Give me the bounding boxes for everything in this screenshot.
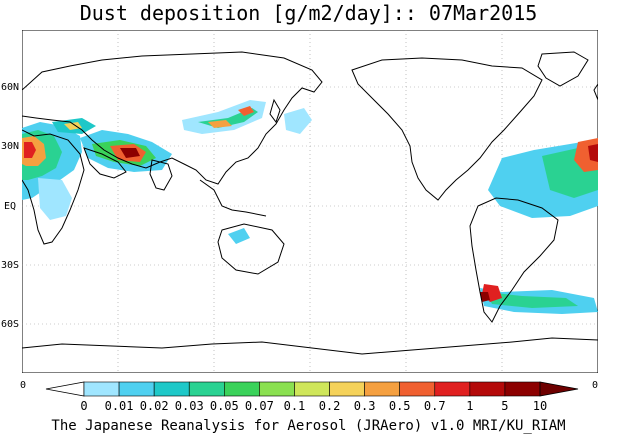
footer-credit: The Japanese Reanalysis for Aerosol (JRA… <box>51 418 566 434</box>
lat-label-30s-text: 30S <box>1 260 20 271</box>
colorbar-box <box>294 381 330 397</box>
coastlines <box>22 51 598 355</box>
colorbar: 0 0 0 0.01 0.02 0.03 0.05 0.07 0.1 0.2 0.3 0.5 0.7… <box>20 380 598 413</box>
colorbar-tick-label: 0.2 <box>319 399 341 413</box>
coast-japan <box>269 98 281 124</box>
colorbar-tick-label: 0.03 <box>175 399 204 413</box>
colorbar-high-arrow <box>539 381 579 397</box>
colorbar-box <box>153 381 190 397</box>
dust-gobi-core2 <box>238 106 254 116</box>
coast-arabia <box>83 147 127 179</box>
colorbar-box <box>364 381 400 397</box>
colorbar-tick-label: 0.3 <box>354 399 376 413</box>
colorbar-tick-label: 10 <box>533 399 547 413</box>
coast-greenland <box>537 51 589 87</box>
coast-uk <box>593 83 598 101</box>
colorbar-tick-label: 0.02 <box>140 399 169 413</box>
lat-label-60n-text: 60N <box>1 82 20 93</box>
colorbar-box <box>504 381 541 397</box>
dust-atlantic-core <box>588 144 598 162</box>
dust-map: 60N 30N EQ 30S 60S <box>22 30 598 373</box>
dust-africa-south <box>38 178 72 220</box>
colorbar-tick-label: 0.01 <box>105 399 134 413</box>
dust-australia <box>228 228 250 244</box>
dust-shading <box>22 100 598 314</box>
coast-eurasia <box>22 51 323 185</box>
coast-samerica <box>469 197 559 323</box>
lat-label-eq-text: EQ <box>4 201 17 212</box>
lon-label-left: 0 <box>20 380 26 391</box>
colorbar-labels: 0 0.01 0.02 0.03 0.05 0.07 0.1 0.2 0.3 0.5 0.7 1 5 10 <box>80 399 547 413</box>
dust-sahara-core <box>24 142 36 158</box>
colorbar-tick-label: 1 <box>466 399 473 413</box>
colorbar-box <box>224 381 260 397</box>
coast-antarctica <box>22 337 598 355</box>
colorbar-tick-label: 0 <box>80 399 87 413</box>
colorbar-tick-label: 0.5 <box>389 399 411 413</box>
colorbar-box <box>469 381 506 397</box>
colorbar-box <box>399 381 436 397</box>
dust-mideast-core <box>120 148 140 158</box>
coast-australia <box>217 223 285 275</box>
dust-pacific-plume <box>284 108 312 134</box>
colorbar-tick-label: 5 <box>501 399 508 413</box>
colorbar-box <box>188 381 225 397</box>
colorbar-tick-label: 0.07 <box>245 399 274 413</box>
colorbar-tick-label: 0.05 <box>210 399 239 413</box>
dust-patagonia-core2 <box>480 292 490 302</box>
lat-label-30n-text: 30N <box>1 141 20 152</box>
colorbar-box <box>83 381 120 397</box>
dust-med-core <box>64 122 82 130</box>
colorbar-box <box>329 381 365 397</box>
colorbar-box <box>259 381 295 397</box>
colorbar-low-arrow <box>45 381 85 397</box>
lat-label-60s-text: 60S <box>1 319 20 330</box>
map-title: Dust deposition [g/m2/day]:: 07Mar2015 <box>79 1 538 25</box>
colorbar-boxes <box>45 381 579 397</box>
coast-seasia <box>199 179 267 217</box>
dust-gobi-core <box>208 120 232 128</box>
lon-label-right: 0 <box>592 380 598 391</box>
coast-africa <box>22 129 85 245</box>
colorbar-box <box>118 381 155 397</box>
dust-patagonia-mid <box>486 292 578 308</box>
colorbar-tick-label: 0.1 <box>284 399 306 413</box>
colorbar-box <box>434 381 471 397</box>
coast-india <box>149 159 173 191</box>
coast-namerica <box>351 57 543 201</box>
colorbar-tick-label: 0.7 <box>424 399 446 413</box>
